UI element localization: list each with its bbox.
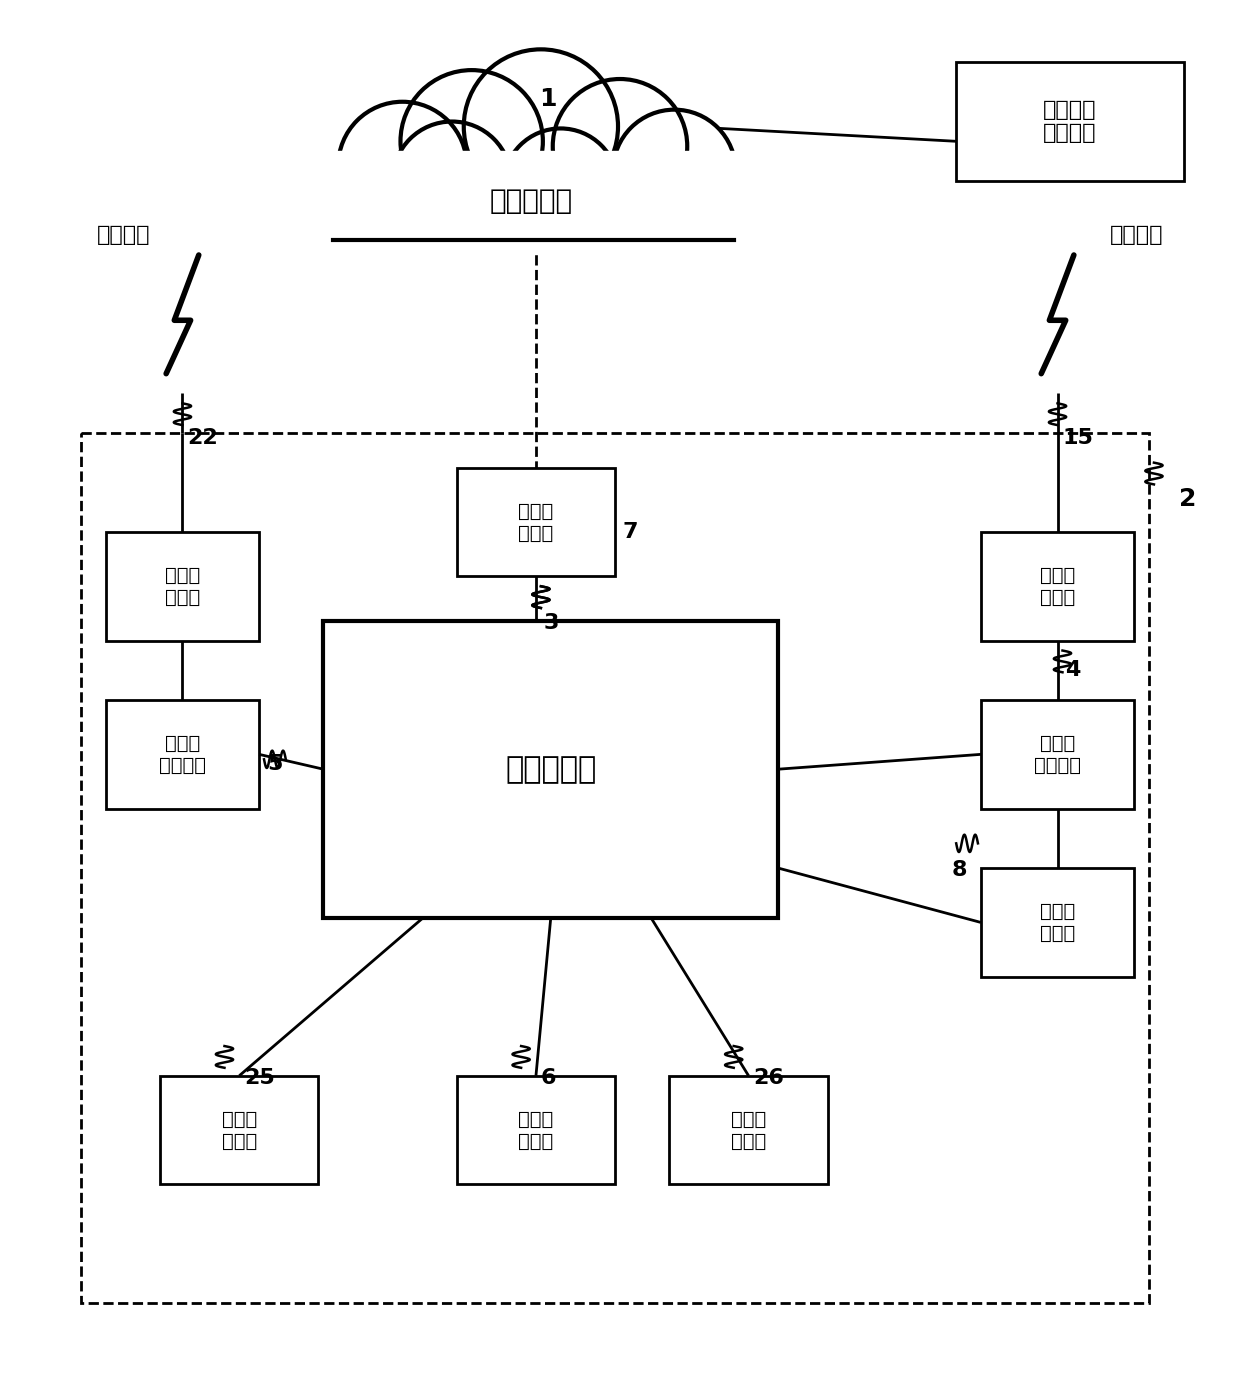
- Text: 爆破母线: 爆破母线: [97, 225, 150, 246]
- Text: 生物采
集模块: 生物采 集模块: [222, 1109, 257, 1151]
- Circle shape: [613, 110, 735, 233]
- Text: 云端服务器: 云端服务器: [490, 187, 573, 215]
- Circle shape: [339, 102, 466, 230]
- Circle shape: [393, 121, 511, 240]
- Text: 15: 15: [1063, 428, 1094, 448]
- Text: 中央控制器: 中央控制器: [505, 755, 596, 784]
- Text: 电源控
制模块: 电源控 制模块: [518, 1109, 553, 1151]
- Circle shape: [503, 128, 618, 243]
- Bar: [105, 700, 259, 809]
- Text: 7: 7: [622, 522, 639, 543]
- Bar: [324, 621, 779, 918]
- Text: 4: 4: [1065, 660, 1081, 681]
- Text: 22: 22: [187, 428, 218, 448]
- Bar: [981, 700, 1135, 809]
- Bar: [456, 1076, 615, 1184]
- Text: 外蓄能
起爆模块: 外蓄能 起爆模块: [159, 734, 206, 774]
- Bar: [956, 63, 1184, 181]
- Bar: [981, 531, 1135, 640]
- Bar: [81, 432, 1149, 1303]
- Text: 第一接
线端子: 第一接 线端子: [1040, 566, 1075, 607]
- Circle shape: [401, 70, 543, 212]
- Text: 2: 2: [1179, 487, 1197, 512]
- Bar: [160, 1076, 319, 1184]
- Text: 6: 6: [541, 1067, 557, 1088]
- Text: 内蓄能
起爆模块: 内蓄能 起爆模块: [1034, 734, 1081, 774]
- Circle shape: [553, 80, 687, 213]
- Text: 1: 1: [539, 86, 557, 112]
- Text: 爆破母线: 爆破母线: [1110, 225, 1163, 246]
- Bar: [456, 467, 615, 576]
- Bar: [105, 531, 259, 640]
- Bar: [324, 151, 739, 250]
- Bar: [981, 868, 1135, 976]
- Text: 25: 25: [244, 1067, 275, 1088]
- Text: 云端通
讯模块: 云端通 讯模块: [518, 501, 553, 543]
- Text: 8: 8: [951, 861, 967, 880]
- Text: 3: 3: [544, 612, 559, 633]
- Text: 起爆参
存储器: 起爆参 存储器: [1040, 903, 1075, 943]
- Text: 5: 5: [267, 755, 283, 774]
- Text: 环境采
集模块: 环境采 集模块: [730, 1109, 766, 1151]
- Text: 公安民爆
管理系统: 公安民爆 管理系统: [1043, 100, 1096, 144]
- Text: 26: 26: [754, 1067, 785, 1088]
- Text: 第二接
线端子: 第二接 线端子: [165, 566, 200, 607]
- Bar: [670, 1076, 827, 1184]
- Circle shape: [464, 49, 618, 204]
